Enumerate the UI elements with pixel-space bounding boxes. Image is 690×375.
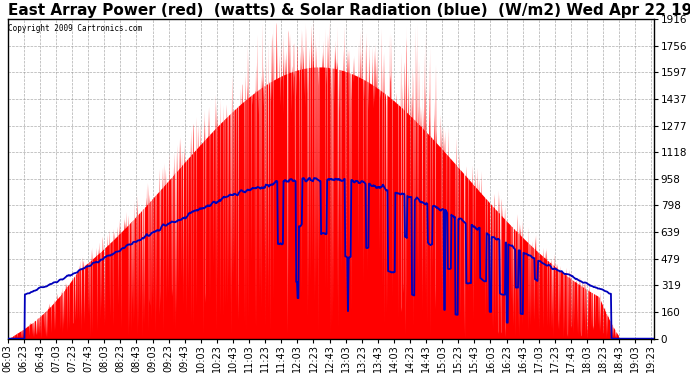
Text: Copyright 2009 Cartronics.com: Copyright 2009 Cartronics.com [8, 24, 143, 33]
Text: East Array Power (red)  (watts) & Solar Radiation (blue)  (W/m2) Wed Apr 22 19:4: East Array Power (red) (watts) & Solar R… [8, 3, 690, 18]
